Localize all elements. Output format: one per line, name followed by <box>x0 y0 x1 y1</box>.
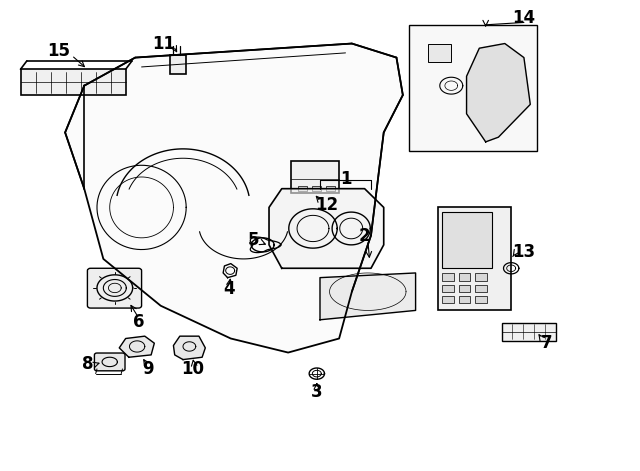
Text: 2: 2 <box>359 227 371 244</box>
Bar <box>459 296 470 303</box>
Text: 1: 1 <box>340 171 351 188</box>
FancyBboxPatch shape <box>95 353 125 371</box>
Polygon shape <box>269 189 384 268</box>
Bar <box>502 323 556 341</box>
Text: 5: 5 <box>247 231 259 249</box>
Bar <box>476 274 487 281</box>
Bar <box>442 212 492 268</box>
Text: 12: 12 <box>315 196 338 214</box>
Bar <box>459 274 470 281</box>
Bar <box>442 274 454 281</box>
Bar <box>291 161 339 194</box>
Text: 13: 13 <box>513 243 536 261</box>
Bar <box>170 55 186 74</box>
Polygon shape <box>320 273 415 320</box>
Bar <box>438 207 511 310</box>
Text: 14: 14 <box>513 9 536 27</box>
FancyBboxPatch shape <box>88 268 141 308</box>
Polygon shape <box>119 336 154 357</box>
Bar <box>312 187 321 191</box>
Text: 7: 7 <box>540 334 552 352</box>
Bar <box>428 43 451 62</box>
Text: 10: 10 <box>181 360 204 378</box>
Polygon shape <box>65 43 403 353</box>
Polygon shape <box>173 336 205 359</box>
Bar <box>459 284 470 292</box>
Bar <box>476 284 487 292</box>
Text: 3: 3 <box>311 383 323 401</box>
Bar <box>476 296 487 303</box>
Bar <box>409 25 537 151</box>
Text: 15: 15 <box>47 41 70 59</box>
Bar <box>20 69 125 95</box>
Bar <box>442 284 454 292</box>
Text: 4: 4 <box>224 280 236 298</box>
Bar <box>298 187 307 191</box>
Text: 8: 8 <box>82 355 93 373</box>
Bar <box>326 187 335 191</box>
Text: 9: 9 <box>142 360 154 378</box>
Text: 11: 11 <box>152 34 175 53</box>
Text: 6: 6 <box>132 313 144 331</box>
Polygon shape <box>467 43 531 142</box>
Bar <box>442 296 454 303</box>
